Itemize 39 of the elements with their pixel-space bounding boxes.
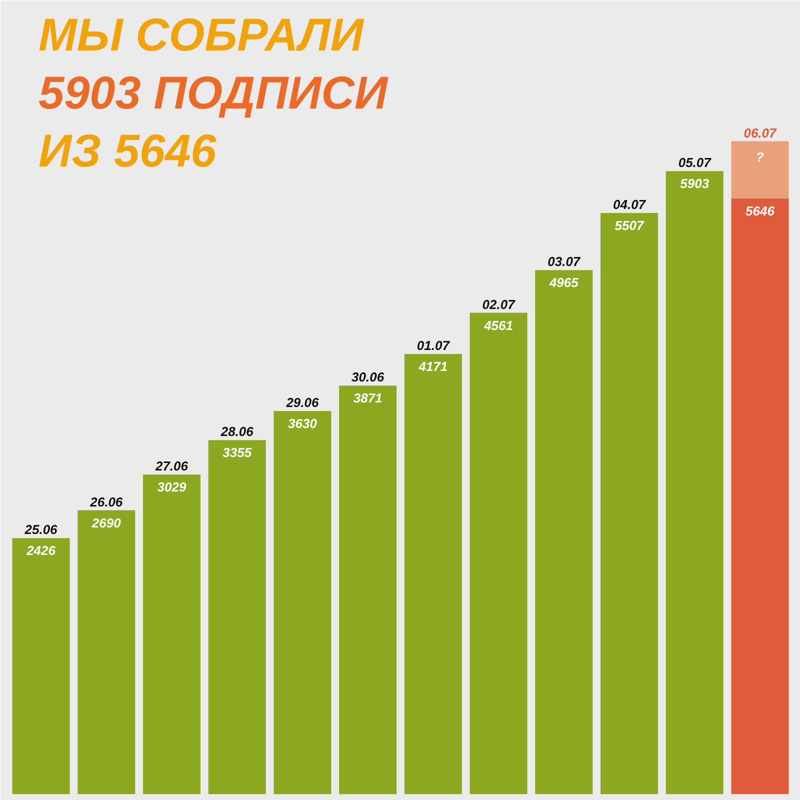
x-tick-label: 29.06	[285, 395, 320, 410]
x-tick-label: 30.06	[352, 370, 385, 385]
chart-title: МЫ СОБРАЛИ 5903 ПОДПИСИ ИЗ 5646	[38, 8, 388, 176]
bar	[274, 411, 332, 794]
bar	[600, 212, 658, 794]
bar	[208, 440, 266, 794]
data-label: 4561	[483, 318, 513, 333]
bar	[731, 141, 789, 198]
bar	[535, 270, 593, 794]
data-label: 3029	[157, 479, 187, 494]
data-label: 2426	[26, 543, 56, 558]
data-label: 4171	[418, 358, 448, 374]
bar	[470, 312, 528, 794]
data-label: 5646	[746, 203, 776, 218]
x-tick-label: 26.06	[89, 494, 124, 510]
x-tick-label: 03.07	[548, 254, 581, 270]
x-tick-label: 25.06	[24, 522, 58, 538]
data-label: 4965	[548, 275, 580, 290]
bar	[339, 386, 397, 794]
bar	[731, 198, 789, 794]
bar	[404, 354, 462, 794]
x-tick-label: 06.07	[744, 125, 778, 140]
data-label: ?	[756, 149, 764, 164]
x-tick-label: 28.06	[220, 424, 254, 440]
bar	[142, 474, 200, 794]
data-label: 2690	[90, 515, 122, 530]
bar	[12, 538, 70, 794]
data-label: 5903	[680, 176, 710, 192]
data-label: 3355	[222, 445, 252, 460]
data-label: 5507	[614, 218, 644, 233]
bar	[666, 171, 724, 794]
data-label: 3871	[353, 390, 382, 406]
data-label: 3630	[288, 416, 318, 432]
bar	[78, 510, 136, 794]
x-tick-label: 02.07	[482, 296, 516, 312]
x-tick-label: 04.07	[612, 196, 646, 212]
x-tick-label: 01.07	[416, 338, 450, 353]
x-tick-label: 05.07	[678, 155, 712, 170]
x-tick-label: 27.06	[154, 458, 189, 474]
